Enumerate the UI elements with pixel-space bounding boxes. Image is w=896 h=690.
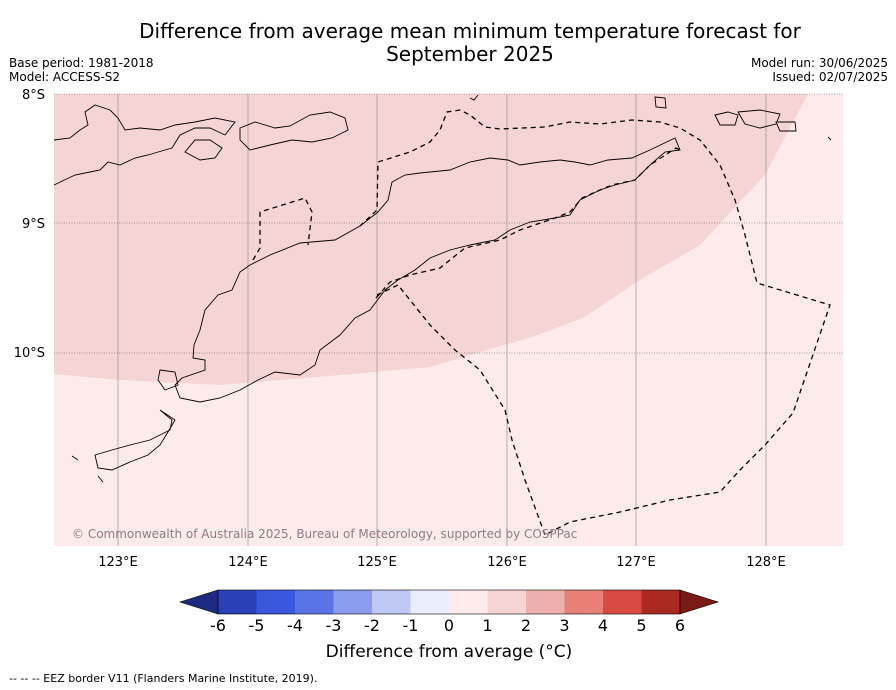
colorbar-segment [487,590,526,614]
colorbar-segment [372,590,411,614]
eez-timor-leste [359,109,831,536]
colorbar-tick-label: -4 [287,616,303,635]
colorbar-tick-label: -6 [210,616,226,635]
colorbar-title: Difference from average (°C) [325,642,573,662]
model-name: Model: ACCESS-S2 [9,70,121,84]
wetar-coastline [654,96,667,109]
lon-label-123e: 123°E [98,555,138,570]
title-line-1: Difference from average mean minimum tem… [139,19,801,43]
colorbar-tick-label: 1 [482,616,492,635]
moa-coastline [737,109,781,129]
colorbar-tick-label: -1 [403,616,419,635]
eez-borders [252,109,831,536]
colorbar-border [217,589,681,615]
lon-label-126e: 126°E [487,555,527,570]
map-title: Difference from average mean minimum tem… [100,20,840,66]
graticule [54,93,843,354]
roti-coastline [94,409,176,471]
meta-left: Base period: 1981-2018 Model: ACCESS-S2 [9,56,154,84]
base-period: Base period: 1981-2018 [9,56,154,70]
colorbar-extend-low [179,589,219,615]
copyright-text: © Commonwealth of Australia 2025, Bureau… [72,527,577,541]
colorbar-segment [410,590,449,614]
lon-label-125e: 125°E [357,555,397,570]
meridians [117,94,767,546]
lon-label-127e: 127°E [616,555,656,570]
lon-label-128e: 128°E [746,555,786,570]
coastlines [53,94,832,483]
colorbar-segment [218,590,257,614]
semau-coastline [157,369,179,391]
lat-labels: 8°S 9°S 10°S [14,88,45,361]
timor-coastline [174,137,681,403]
title-line-2: September 2025 [386,42,554,66]
colorbar-tick-label: 3 [559,616,569,635]
colorbar-tick-label: -3 [326,616,342,635]
colorbar-segment [641,590,680,614]
colorbar-tick-label: -2 [364,616,380,635]
footer-note: -- -- -- EEZ border V11 (Flanders Marine… [9,672,318,685]
colorbar-segment [333,590,372,614]
colorbar-tick-label: 0 [444,616,454,635]
colorbar-tick-label: 2 [521,616,531,635]
flores-coastline [53,104,236,186]
alor-coastline [239,111,349,151]
colorbar-tick-label: 5 [636,616,646,635]
model-run: Model run: 30/06/2025 [750,56,888,70]
colorbar-tick-label: 6 [675,616,685,635]
meta-right: Model run: 30/06/2025 Issued: 02/07/2025 [751,56,888,84]
issued-date: Issued: 02/07/2025 [772,70,888,84]
colorbar [179,589,719,615]
lat-label-10s: 10°S [14,346,45,361]
lat-label-9s: 9°S [22,217,45,232]
eez-oecusse [252,197,313,261]
colorbar-segment [603,590,642,614]
colorbar-extend-high [679,589,719,615]
pantar-coastline [184,139,223,161]
colorbar-ticks: -6 -5 -4 -3 -2 -1 0 1 2 3 4 5 6 [210,616,685,635]
lat-label-8s: 8°S [22,88,45,103]
colorbar-segment [449,590,488,614]
colorbar-segment [564,590,603,614]
colorbar-segment [256,590,295,614]
lon-label-124e: 124°E [228,555,268,570]
anomaly-band-1-2 [54,94,808,385]
lon-labels: 123°E 124°E 125°E 126°E 127°E 128°E [98,555,786,570]
colorbar-tick-label: 4 [598,616,608,635]
colorbar-segment [295,590,334,614]
lakor-coastline [775,121,797,132]
leti-coastline [714,111,739,126]
colorbar-segment [526,590,565,614]
colorbar-tick-label: -5 [249,616,265,635]
